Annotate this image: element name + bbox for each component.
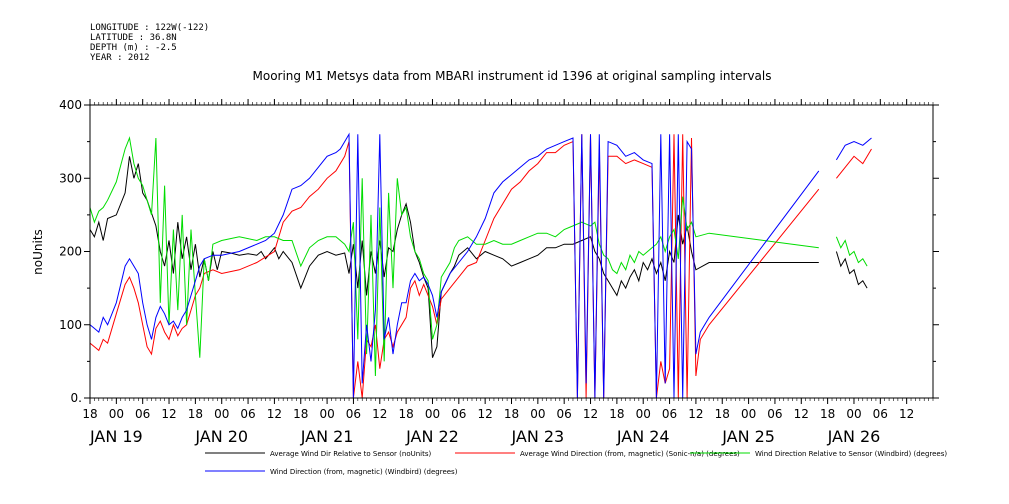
x-day-label: JAN 23 [510, 427, 564, 446]
series-segment [89, 136, 819, 377]
x-day-label: JAN 20 [194, 427, 248, 446]
x-tick-label: 12 [478, 407, 493, 421]
chart-title: Mooring M1 Metsys data from MBARI instru… [253, 69, 772, 83]
y-axis-label: noUnits [31, 229, 45, 275]
series-segment [89, 132, 820, 399]
x-tick-label: 06 [557, 407, 572, 421]
depth-label: DEPTH (m) : -2.5 [90, 43, 177, 53]
series-segment [836, 148, 872, 179]
x-day-label: JAN 22 [405, 427, 459, 446]
x-day-label: JAN 26 [827, 427, 881, 446]
longitude-label: LONGITUDE : 122W(-122) [90, 23, 209, 33]
legend-item-2: Average Wind Direction (from, magnetic) … [455, 450, 740, 458]
series-segment [835, 236, 868, 267]
x-tick-label: 12 [794, 407, 809, 421]
x-tick-label: 12 [372, 407, 387, 421]
x-tick-label: 00 [530, 407, 545, 421]
x-day-label: JAN 21 [300, 427, 354, 446]
x-tick-label: 06 [873, 407, 888, 421]
x-tick-label: 12 [583, 407, 598, 421]
latitude-label: LATITUDE : 36.8N [90, 33, 177, 43]
x-tick-label: 18 [293, 407, 308, 421]
legend-label: Average Wind Direction (from, magnetic) … [520, 450, 740, 458]
legend-label: Average Wind Dir Relative to Sensor (noU… [270, 450, 431, 458]
y-tick-label: 0. [71, 391, 82, 405]
y-tick-label: 100 [59, 318, 82, 332]
x-day-label: JAN 19 [89, 427, 143, 446]
series-4-line [89, 132, 872, 399]
x-tick-label: 12 [267, 407, 282, 421]
x-tick-label: 06 [662, 407, 677, 421]
x-tick-label: 18 [188, 407, 203, 421]
x-tick-label: 06 [346, 407, 361, 421]
x-tick-label: 18 [398, 407, 413, 421]
y-tick-label: 200 [59, 245, 82, 259]
legend-item-3: Wind Direction Relative to Sensor (Windb… [690, 450, 947, 458]
series-2-line [89, 134, 872, 399]
x-tick-label: 18 [504, 407, 519, 421]
x-tick-label: 06 [135, 407, 150, 421]
x-tick-label: 06 [767, 407, 782, 421]
x-tick-label: 18 [715, 407, 730, 421]
x-day-label: JAN 24 [616, 427, 670, 446]
x-tick-label: 06 [240, 407, 255, 421]
x-tick-label: 00 [214, 407, 229, 421]
legend-label: Wind Direction (from, magnetic) (Windbir… [270, 468, 458, 476]
x-tick-label: 00 [636, 407, 651, 421]
axes-group: 0. 100 200 300 400 18 00 06 12 18 00 06 12 18 00 06 12 18… [59, 98, 939, 446]
series-3-line [89, 136, 868, 377]
series-segment [835, 137, 872, 161]
series-segment [89, 156, 819, 358]
x-tick-label: 12 [688, 407, 703, 421]
x-tick-label: 12 [899, 407, 914, 421]
x-tick-label: 18 [82, 407, 97, 421]
plot-frame [89, 104, 934, 399]
x-tick-label: 00 [741, 407, 756, 421]
legend-item-1: Average Wind Dir Relative to Sensor (noU… [205, 450, 431, 458]
x-tick-label: 06 [451, 407, 466, 421]
x-tick-label: 00 [425, 407, 440, 421]
x-tick-label: 00 [846, 407, 861, 421]
x-day-label: JAN 25 [721, 427, 775, 446]
y-tick-label: 300 [59, 171, 82, 185]
series-segment [89, 134, 820, 399]
x-tick-label: 00 [319, 407, 334, 421]
legend: Average Wind Dir Relative to Sensor (noU… [205, 450, 947, 476]
x-tick-label: 00 [109, 407, 124, 421]
mooring-header: LONGITUDE : 122W(-122) LATITUDE : 36.8N … [90, 23, 209, 63]
year-label: YEAR : 2012 [90, 53, 150, 63]
x-tick-label: 12 [161, 407, 176, 421]
series-segment [835, 251, 868, 289]
x-tick-label: 18 [609, 407, 624, 421]
legend-item-4: Wind Direction (from, magnetic) (Windbir… [205, 468, 458, 476]
legend-label: Wind Direction Relative to Sensor (Windb… [755, 450, 947, 458]
x-tick-label: 18 [820, 407, 835, 421]
plot-series-group [89, 132, 872, 399]
y-tick-label: 400 [59, 98, 82, 112]
